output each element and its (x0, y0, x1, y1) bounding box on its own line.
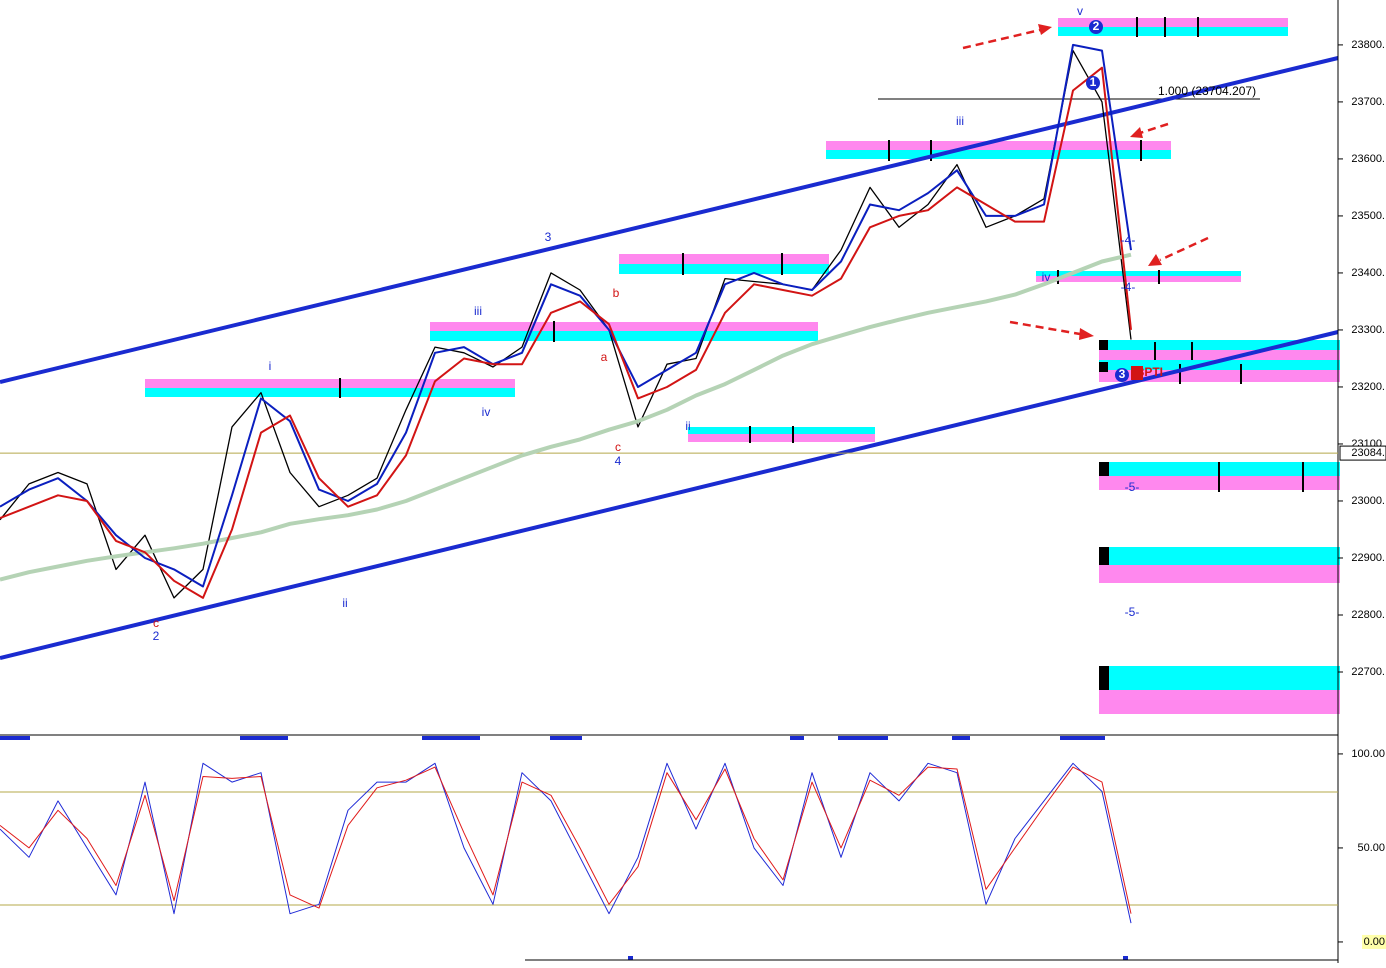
arrow-heads (1038, 24, 1162, 340)
wave-label: i (269, 359, 272, 373)
wave-label: v (1077, 4, 1083, 18)
wave-label: b (613, 286, 620, 300)
wave-label: c (615, 440, 621, 454)
y-tick-label: 23300. (1351, 324, 1385, 336)
price-label: 23084. (1351, 447, 1385, 459)
y-tick-label: 23200. (1351, 381, 1385, 393)
y-tick-label: 0.00 (1364, 936, 1385, 948)
series-line (0, 43, 1132, 588)
target-label: -4- (1121, 233, 1136, 247)
target-label: -4- (1121, 280, 1136, 294)
wave-badge (1115, 368, 1129, 382)
y-tick-label: 23000. (1351, 495, 1385, 507)
zones (145, 17, 1340, 714)
series-line (0, 49, 1132, 599)
arrows (962, 28, 1209, 336)
label-box (1131, 366, 1143, 380)
wave-label: a (601, 350, 608, 364)
price-box (1339, 445, 1386, 461)
wave-label: 1 (1090, 75, 1097, 89)
wave-label: ii (685, 419, 690, 433)
target-label: -5- (1125, 480, 1140, 494)
wave-label: iv (482, 405, 491, 419)
y-tick-label: 22900. (1351, 552, 1385, 564)
y-tick-label: 23800. (1351, 39, 1385, 51)
signal-bars (0, 736, 1128, 960)
fib-label: 1.000 (23704.207) (1158, 84, 1256, 98)
wave-label: 2 (153, 629, 160, 643)
pti-label: 73PTI (1131, 365, 1163, 379)
wave-label: 2 (1093, 19, 1100, 33)
y-tick-label: 100.00 (1351, 748, 1385, 760)
series-line (0, 66, 1132, 599)
wave-badge (1086, 76, 1100, 90)
y-tick-label: 23400. (1351, 267, 1385, 279)
wave-label: 3 (545, 230, 552, 244)
wave-label: ii (342, 596, 347, 610)
series-layer (0, 43, 1338, 924)
wave-badge (1089, 20, 1103, 34)
y-tick-label: 23600. (1351, 153, 1385, 165)
wave-label: 3 (1119, 367, 1126, 381)
y-tick-label: 22700. (1351, 666, 1385, 678)
y-tick-label: 23500. (1351, 210, 1385, 222)
wave-label: 4 (615, 454, 622, 468)
series-line (0, 252, 1132, 582)
annotations: v 2 1 iii 3 i iii iv ii ii b a c 4 c 2 i… (153, 4, 1256, 643)
wave-label: iv (1042, 270, 1051, 284)
y-tick-label: 23700. (1351, 96, 1385, 108)
target-label: -5- (1125, 605, 1140, 619)
wave-label: c (153, 616, 159, 630)
y-tick-label: 50.00 (1357, 842, 1385, 854)
y-tick-label: 22800. (1351, 609, 1385, 621)
wave-label: iii (956, 114, 964, 128)
value-box (1362, 934, 1386, 949)
channel-lower (0, 330, 1339, 660)
series-line (0, 766, 1132, 914)
channel-upper (0, 56, 1339, 384)
wave-label: iii (474, 304, 482, 318)
